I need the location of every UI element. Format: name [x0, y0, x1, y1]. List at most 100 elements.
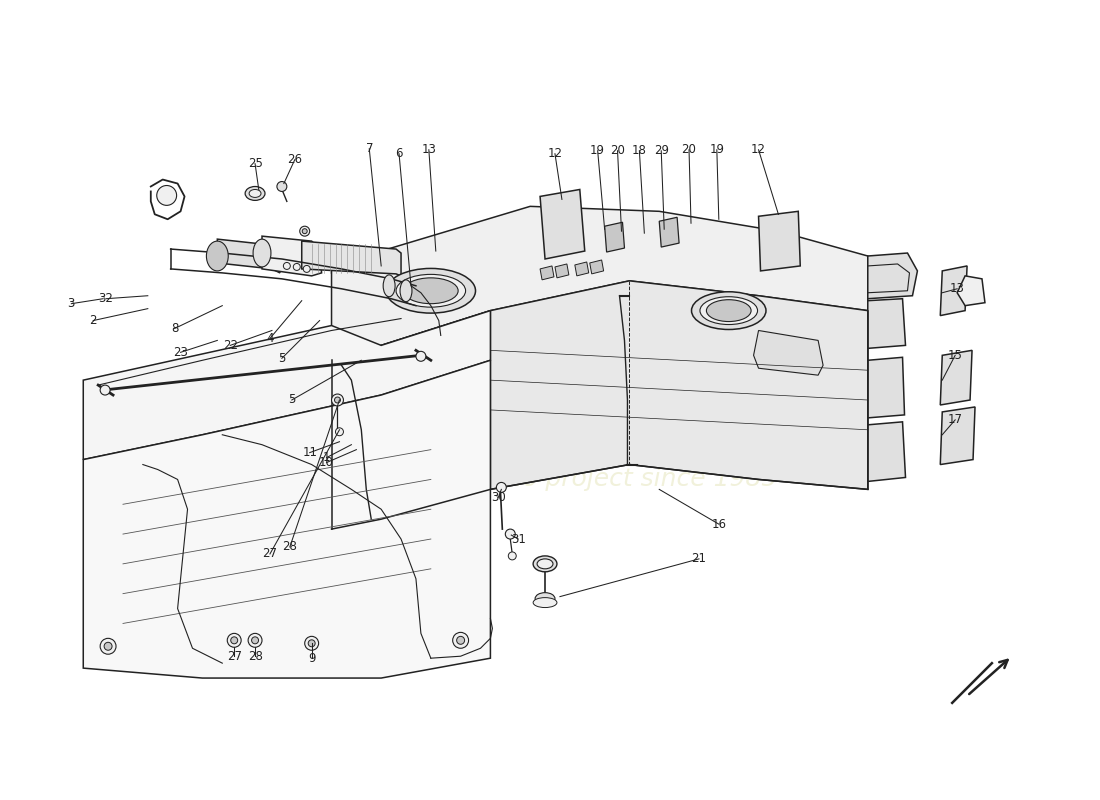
Ellipse shape: [400, 280, 412, 302]
Polygon shape: [301, 241, 402, 276]
Polygon shape: [556, 264, 569, 278]
Polygon shape: [218, 239, 279, 273]
Text: 19: 19: [710, 143, 724, 156]
Circle shape: [299, 226, 310, 236]
Circle shape: [308, 640, 315, 646]
Ellipse shape: [404, 278, 458, 304]
Circle shape: [294, 263, 300, 270]
Polygon shape: [868, 422, 905, 482]
Polygon shape: [754, 330, 823, 375]
Circle shape: [100, 385, 110, 395]
Ellipse shape: [706, 300, 751, 322]
Text: 27: 27: [227, 650, 242, 662]
Text: 28: 28: [283, 541, 297, 554]
Polygon shape: [659, 218, 679, 247]
Circle shape: [331, 394, 343, 406]
Polygon shape: [590, 260, 604, 274]
Polygon shape: [491, 281, 868, 490]
Text: 19: 19: [591, 144, 605, 158]
Polygon shape: [868, 298, 905, 348]
Text: 13: 13: [421, 143, 437, 156]
Polygon shape: [540, 266, 554, 280]
Ellipse shape: [245, 186, 265, 200]
Circle shape: [284, 262, 290, 270]
Polygon shape: [868, 253, 917, 298]
Ellipse shape: [386, 269, 475, 313]
Polygon shape: [540, 190, 585, 259]
Text: 1: 1: [322, 451, 330, 464]
Circle shape: [305, 636, 319, 650]
Text: 4: 4: [266, 332, 274, 345]
Text: 9: 9: [308, 652, 316, 665]
Polygon shape: [940, 407, 975, 465]
Circle shape: [508, 552, 516, 560]
Text: 16: 16: [712, 518, 726, 530]
Polygon shape: [331, 310, 491, 529]
Text: 7: 7: [365, 142, 373, 155]
Circle shape: [304, 266, 310, 272]
Ellipse shape: [534, 556, 557, 572]
Polygon shape: [575, 262, 589, 276]
Circle shape: [157, 186, 177, 206]
Polygon shape: [331, 206, 868, 360]
Ellipse shape: [249, 190, 261, 198]
Text: 6: 6: [395, 147, 403, 160]
Text: 15: 15: [948, 349, 962, 362]
Text: 20: 20: [682, 143, 696, 156]
Text: 26: 26: [287, 153, 303, 166]
Ellipse shape: [700, 297, 758, 325]
Circle shape: [277, 182, 287, 191]
Text: 2: 2: [89, 314, 97, 327]
Polygon shape: [262, 236, 321, 276]
Text: 3: 3: [68, 297, 75, 310]
Circle shape: [104, 642, 112, 650]
Ellipse shape: [692, 292, 766, 330]
Text: 5: 5: [288, 394, 296, 406]
Text: 25: 25: [248, 157, 263, 170]
Text: 22: 22: [222, 339, 238, 352]
Text: 10: 10: [319, 456, 334, 469]
Text: 28: 28: [248, 650, 263, 662]
Circle shape: [249, 634, 262, 647]
Polygon shape: [84, 360, 491, 678]
Ellipse shape: [396, 274, 465, 307]
Ellipse shape: [534, 598, 557, 607]
Circle shape: [334, 397, 341, 403]
Ellipse shape: [383, 275, 395, 297]
Circle shape: [505, 529, 515, 539]
Circle shape: [231, 637, 238, 644]
Polygon shape: [957, 276, 984, 306]
Text: 5: 5: [278, 352, 286, 365]
Text: 29: 29: [653, 144, 669, 158]
Text: 27: 27: [263, 547, 277, 561]
Text: 17: 17: [948, 414, 962, 426]
Polygon shape: [84, 310, 491, 459]
Ellipse shape: [207, 241, 229, 271]
Circle shape: [302, 229, 307, 234]
Circle shape: [453, 632, 469, 648]
Polygon shape: [605, 222, 625, 252]
Circle shape: [496, 482, 506, 492]
Text: 30: 30: [491, 491, 506, 504]
Text: 12: 12: [548, 147, 562, 160]
Circle shape: [100, 638, 116, 654]
Text: a pancho project since 1985: a pancho project since 1985: [422, 467, 778, 491]
Text: 21: 21: [692, 552, 706, 566]
Text: 11: 11: [302, 446, 317, 459]
Circle shape: [416, 351, 426, 362]
Circle shape: [228, 634, 241, 647]
Text: 18: 18: [631, 144, 647, 158]
Text: 31: 31: [510, 533, 526, 546]
Polygon shape: [868, 358, 904, 418]
Text: 32: 32: [99, 292, 113, 306]
Ellipse shape: [253, 239, 271, 267]
Circle shape: [456, 636, 464, 644]
Polygon shape: [940, 350, 972, 405]
Text: 12: 12: [751, 143, 766, 156]
Circle shape: [252, 637, 258, 644]
Circle shape: [336, 428, 343, 436]
Text: 23: 23: [173, 346, 188, 359]
Text: 13: 13: [949, 282, 965, 295]
Polygon shape: [759, 211, 801, 271]
Ellipse shape: [535, 593, 556, 605]
